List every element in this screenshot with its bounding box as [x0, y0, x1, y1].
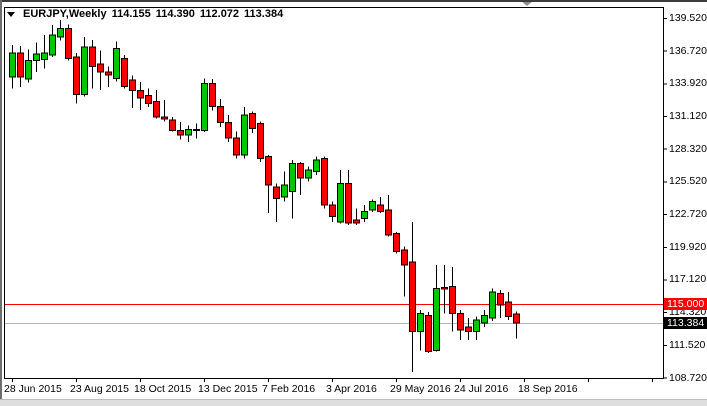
- candle-53: [433, 265, 440, 352]
- candle-22: [185, 125, 192, 142]
- candle-11: [97, 50, 104, 91]
- candle-27: [225, 115, 232, 142]
- symbol-label: EURJPY,Weekly: [23, 8, 107, 20]
- candle-44: [361, 204, 368, 222]
- candle-3: [33, 42, 40, 72]
- candle-32: [265, 154, 272, 214]
- candle-37: [305, 166, 312, 182]
- window-top-edge: [0, 0, 707, 2]
- candle-63: [513, 311, 520, 339]
- candle-62: [505, 291, 512, 320]
- candle-33: [273, 183, 280, 222]
- candle-40: [329, 201, 336, 222]
- candle-9: [81, 36, 88, 97]
- candle-13: [113, 41, 120, 82]
- candle-6: [57, 19, 64, 41]
- candle-39: [321, 156, 328, 209]
- candle-21: [177, 122, 184, 140]
- candle-29: [241, 106, 248, 159]
- candle-34: [281, 171, 288, 202]
- candle-45: [369, 199, 376, 212]
- candle-58: [473, 316, 480, 340]
- candle-7: [65, 24, 72, 61]
- hlines-layer[interactable]: [4, 304, 664, 325]
- candle-30: [249, 111, 256, 134]
- candle-59: [481, 310, 488, 327]
- plot-border: [4, 7, 664, 379]
- candle-5: [49, 25, 56, 57]
- candle-12: [105, 66, 112, 88]
- candle-52: [425, 311, 432, 354]
- candle-25: [209, 78, 216, 111]
- candle-60: [489, 288, 496, 322]
- candle-24: [201, 78, 208, 133]
- ohlc-header: EURJPY,Weekly 114.155 114.390 112.072 11…: [7, 8, 283, 20]
- candle-20: [169, 116, 176, 132]
- candle-0: [9, 45, 16, 89]
- candles-layer: [9, 19, 520, 372]
- candle-51: [417, 310, 424, 351]
- candle-31: [257, 121, 264, 162]
- candle-26: [217, 98, 224, 127]
- window-left-edge: [0, 0, 2, 406]
- open-value: 114.155: [111, 8, 151, 20]
- candle-48: [393, 231, 400, 254]
- candle-19: [161, 99, 168, 122]
- candle-35: [289, 160, 296, 219]
- candle-10: [89, 39, 96, 89]
- candle-16: [137, 81, 144, 110]
- candle-15: [129, 75, 136, 109]
- candle-38: [313, 156, 320, 176]
- candle-18: [153, 90, 160, 119]
- candle-61: [497, 290, 504, 319]
- candle-54: [441, 265, 448, 314]
- candle-56: [457, 310, 464, 340]
- symbol-dropdown-icon[interactable]: [7, 12, 15, 17]
- candle-46: [377, 196, 384, 214]
- candle-14: [121, 55, 128, 89]
- candle-17: [145, 88, 152, 107]
- candle-8: [73, 53, 80, 104]
- candle-49: [401, 246, 408, 297]
- candle-41: [337, 169, 344, 224]
- candle-36: [297, 161, 304, 196]
- low-value: 112.072: [199, 8, 240, 20]
- chart-shift-marker-icon[interactable]: [521, 1, 533, 6]
- high-value: 114.390: [155, 8, 195, 20]
- candle-47: [385, 195, 392, 237]
- candle-43: [353, 208, 360, 225]
- candle-57: [465, 318, 472, 340]
- candle-23: [193, 123, 200, 139]
- candle-4: [41, 35, 48, 69]
- candle-1: [17, 46, 24, 88]
- candle-55: [449, 266, 456, 332]
- close-value: 113.384: [244, 8, 284, 20]
- candle-2: [25, 49, 32, 83]
- candle-42: [345, 169, 352, 225]
- axis-ticks: [12, 18, 667, 382]
- candle-28: [233, 131, 240, 159]
- candle-50: [409, 221, 416, 372]
- window-bottom-edge: [0, 399, 707, 406]
